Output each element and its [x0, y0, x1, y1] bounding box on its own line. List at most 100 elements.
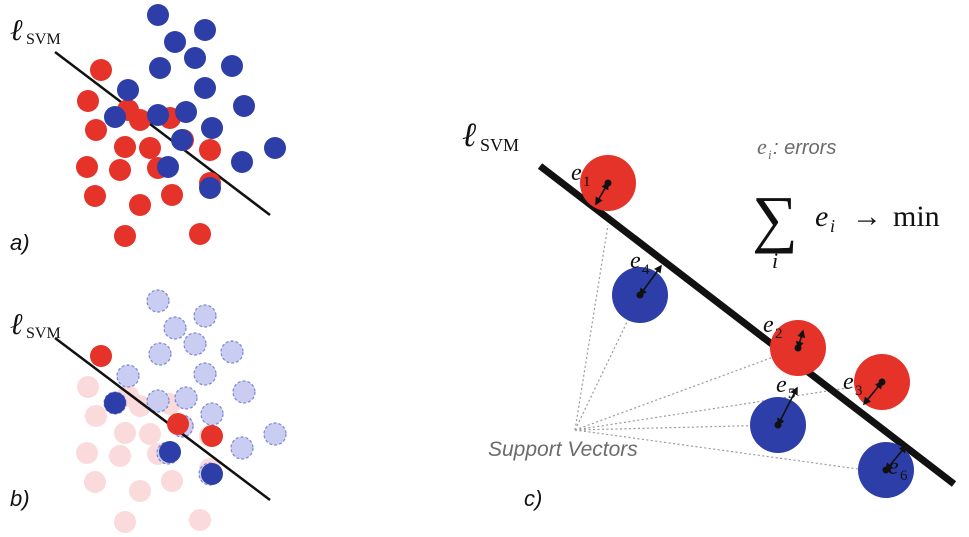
faded-blue-point — [193, 362, 217, 386]
blue-point — [164, 31, 186, 53]
errors-legend: e i : errors — [757, 134, 836, 162]
faded-red-point — [84, 471, 106, 493]
support-vector-red — [90, 345, 112, 367]
error-arrow — [884, 444, 908, 472]
svg-text:e: e — [763, 312, 774, 338]
faded-blue-point — [163, 316, 187, 340]
svg-text:min: min — [893, 200, 940, 233]
panel-b — [54, 289, 287, 533]
svg-text:SVM: SVM — [26, 325, 61, 342]
error-arrow — [795, 329, 806, 350]
faded-blue-point — [193, 304, 217, 328]
red-point — [90, 59, 112, 81]
dotted-line — [574, 381, 887, 431]
svg-text:e: e — [776, 372, 787, 398]
blue-point — [199, 177, 221, 199]
panel-label-a: a) — [10, 230, 30, 255]
panel-label-b: b) — [10, 486, 30, 511]
support-vector-blue — [201, 463, 223, 485]
blue-point — [221, 55, 243, 77]
error-arrows — [595, 181, 908, 472]
blue-point — [149, 57, 171, 79]
faded-blue-point — [263, 422, 287, 446]
blue-point — [147, 4, 169, 26]
svg-text:ℓ: ℓ — [10, 14, 23, 47]
faded-blue-point — [146, 289, 170, 313]
faded-red-point — [129, 395, 151, 417]
line-label-c: ℓ SVM — [462, 117, 519, 155]
red-point — [76, 156, 98, 178]
faded-blue-point — [146, 389, 170, 413]
red-point — [199, 139, 221, 161]
support-vector-dotted-lines — [574, 224, 887, 473]
svg-text:i: i — [768, 147, 772, 162]
faded-red-point — [189, 509, 211, 531]
support-vector-red — [167, 413, 189, 435]
svg-text:5: 5 — [788, 386, 796, 402]
svg-text:4: 4 — [642, 262, 650, 278]
support-vector-blue — [159, 441, 181, 463]
svg-text:→: → — [852, 200, 882, 233]
svg-text:i: i — [830, 216, 835, 236]
faded-red-point — [161, 470, 183, 492]
blue-point — [171, 129, 193, 151]
faded-red-point — [129, 480, 151, 502]
line-label-b: ℓ SVM — [10, 308, 61, 342]
faded-blue-point — [200, 402, 224, 426]
blue-point — [184, 47, 206, 69]
faded-red-point — [77, 376, 99, 398]
sum-index: i — [772, 248, 778, 273]
svg-text:e: e — [843, 369, 854, 395]
blue-point — [147, 104, 169, 126]
faded-blue-point — [232, 380, 256, 404]
error-sum-formula: ∑ i e i → min — [752, 183, 940, 273]
svg-text:ℓ: ℓ — [462, 117, 476, 154]
red-point — [84, 185, 106, 207]
svg-text:6: 6 — [900, 468, 908, 484]
panel-a — [54, 4, 286, 247]
svg-text:1: 1 — [583, 174, 591, 190]
blue-point — [201, 117, 223, 139]
panel-c: e 1e 2e 3e 4e 5e 6 — [537, 155, 957, 498]
faded-blue-point — [174, 386, 198, 410]
error-labels: e 1e 2e 3e 4e 5e 6 — [571, 160, 908, 484]
svg-text:: errors: : errors — [773, 137, 836, 159]
dotted-line — [574, 424, 779, 431]
error-arrow — [639, 264, 662, 297]
svg-text:2: 2 — [775, 326, 783, 342]
faded-red-point — [139, 423, 161, 445]
svg-text:3: 3 — [855, 383, 863, 399]
dotted-line — [574, 347, 799, 431]
blue-point — [194, 19, 216, 41]
sum-symbol: ∑ — [752, 183, 798, 254]
svm-decision-line-a — [54, 51, 271, 216]
faded-red-point — [85, 405, 107, 427]
svg-text:e: e — [757, 134, 767, 159]
faded-red-point — [109, 445, 131, 467]
faded-red-point — [114, 422, 136, 444]
faded-blue-point — [183, 332, 207, 356]
blue-point — [117, 79, 139, 101]
dotted-line — [574, 429, 881, 473]
panel-label-c: c) — [524, 486, 542, 511]
faded-red-point — [114, 511, 136, 533]
red-point — [114, 136, 136, 158]
red-point — [85, 119, 107, 141]
red-point — [77, 90, 99, 112]
line-label-a: ℓ SVM — [10, 14, 61, 48]
error-arrow — [862, 380, 884, 406]
support-vector-red — [201, 425, 223, 447]
blue-point — [157, 156, 179, 178]
error-arrow — [777, 386, 798, 427]
red-point — [189, 223, 211, 245]
red-point — [114, 225, 136, 247]
blue-point — [233, 95, 255, 117]
faded-red-point — [76, 442, 98, 464]
red-point — [139, 137, 161, 159]
svg-text:e: e — [815, 200, 828, 233]
